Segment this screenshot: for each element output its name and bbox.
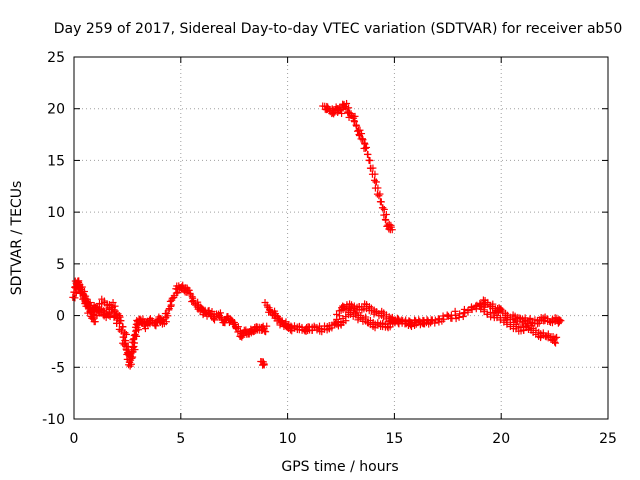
x-tick-label: 20	[492, 431, 510, 447]
data-point	[120, 341, 128, 349]
data-point	[398, 316, 406, 324]
data-point	[388, 226, 396, 234]
data-point	[374, 184, 382, 192]
data-point	[357, 311, 365, 319]
x-tick-label: 5	[176, 431, 185, 447]
data-point	[260, 360, 268, 368]
data-point	[363, 143, 371, 151]
data-point	[461, 309, 469, 317]
data-point	[438, 317, 446, 325]
data-point	[163, 310, 171, 318]
data-point	[428, 316, 436, 324]
data-point	[93, 312, 101, 320]
y-tick-label: 5	[56, 257, 65, 273]
data-point	[365, 156, 373, 164]
data-point	[350, 117, 358, 125]
data-point	[363, 150, 371, 158]
data-point	[262, 328, 270, 336]
data-point	[401, 318, 409, 326]
y-tick-label: 25	[47, 50, 65, 66]
data-point	[381, 216, 389, 224]
data-point	[129, 336, 137, 344]
y-tick-label: 15	[47, 153, 65, 169]
y-tick-label: 20	[47, 102, 65, 118]
grid	[74, 57, 608, 419]
data-point	[281, 319, 289, 327]
data-point	[74, 277, 82, 285]
data-point	[83, 299, 91, 307]
data-point	[445, 312, 453, 320]
y-tick-label: 0	[56, 309, 65, 325]
data-point	[456, 310, 464, 318]
data-point	[552, 339, 560, 347]
y-axis-label: SDTVAR / TECUs	[9, 181, 25, 296]
data-point	[217, 314, 225, 322]
y-tick-label: -10	[42, 412, 65, 428]
data-point	[484, 298, 492, 306]
data-point	[117, 327, 125, 335]
data-point	[556, 316, 564, 324]
y-tick-label: 10	[47, 205, 65, 221]
data-point	[89, 313, 97, 321]
data-point	[105, 304, 113, 312]
data-point	[124, 349, 132, 357]
data-point	[122, 345, 130, 353]
data-point	[259, 361, 267, 369]
data-series-sdtvar	[69, 99, 565, 370]
data-point	[119, 333, 127, 341]
data-point	[425, 320, 433, 328]
axis-ticks: 0 5 10 15 20 25 -10 -5 0 5 10 15 20 25	[42, 50, 617, 447]
data-point	[451, 307, 459, 315]
data-point	[376, 190, 384, 198]
data-point	[376, 198, 384, 206]
x-tick-label: 10	[279, 431, 297, 447]
data-point	[90, 318, 98, 326]
data-point	[115, 319, 123, 327]
data-point	[78, 283, 86, 291]
data-point	[131, 346, 139, 354]
data-point	[132, 332, 140, 340]
data-point	[239, 332, 247, 340]
x-tick-label: 25	[599, 431, 617, 447]
data-point	[86, 307, 94, 315]
data-point	[372, 178, 380, 186]
data-point	[263, 322, 271, 330]
data-point	[141, 325, 149, 333]
data-point	[170, 294, 178, 302]
x-tick-label: 0	[70, 431, 79, 447]
data-point	[82, 299, 90, 307]
x-axis-label: GPS time / hours	[281, 459, 398, 475]
data-point	[557, 317, 565, 325]
data-point	[352, 121, 360, 129]
data-point	[108, 308, 116, 316]
data-point	[416, 321, 424, 329]
data-point	[480, 306, 488, 314]
data-point	[467, 304, 475, 312]
chart-title: Day 259 of 2017, Sidereal Day-to-day VTE…	[54, 21, 623, 37]
data-point	[369, 164, 377, 172]
data-point	[361, 144, 369, 152]
data-point	[135, 326, 143, 334]
data-point	[358, 135, 366, 143]
data-point	[230, 319, 238, 327]
data-point	[96, 306, 104, 314]
data-point	[113, 313, 121, 321]
data-point	[71, 294, 79, 302]
data-point	[553, 333, 561, 341]
data-point	[371, 170, 379, 178]
data-point	[165, 306, 173, 314]
data-point	[130, 339, 138, 347]
data-point	[121, 339, 129, 347]
data-point	[361, 315, 369, 323]
plot-frame	[73, 56, 609, 420]
x-tick-label: 15	[385, 431, 403, 447]
data-point	[133, 321, 141, 329]
y-tick-label: -5	[51, 360, 65, 376]
data-point	[375, 192, 383, 200]
data-point	[452, 315, 460, 323]
